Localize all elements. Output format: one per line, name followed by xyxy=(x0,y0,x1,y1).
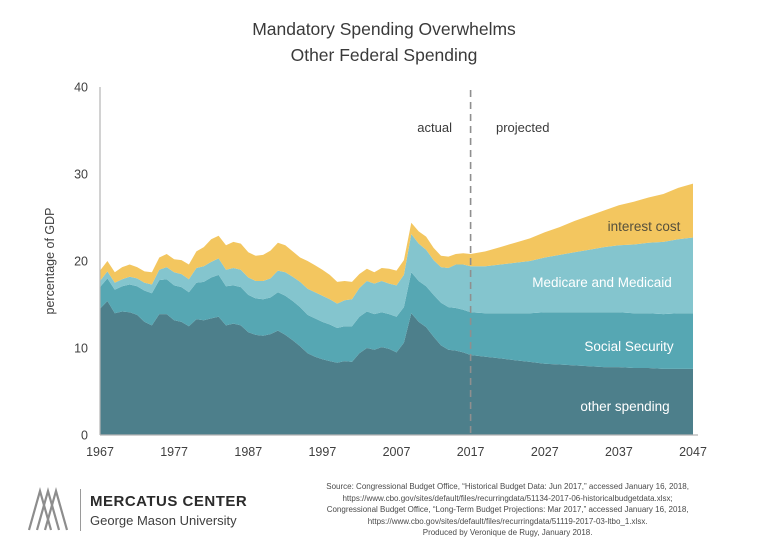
projected-label: projected xyxy=(496,120,549,135)
area-other xyxy=(100,301,693,435)
x-tick-label: 1977 xyxy=(160,445,188,459)
area-interest xyxy=(100,183,693,304)
x-tick-label: 2037 xyxy=(605,445,633,459)
mercatus-logo: MERCATUS CENTER George Mason University xyxy=(26,486,247,534)
source-credit: Produced by Veronique de Rugy, January 2… xyxy=(422,528,593,538)
y-tick-label: 30 xyxy=(74,168,88,182)
logo-divider xyxy=(80,489,81,531)
stacked-areas xyxy=(100,183,693,435)
social-security-series-label: Social Security xyxy=(584,339,674,354)
logo-university-name: George Mason University xyxy=(90,512,237,528)
area-social_security xyxy=(100,272,693,369)
actual-label: actual xyxy=(417,120,452,135)
source-link: https://www.cbo.gov/sites/default/files/… xyxy=(342,493,673,503)
x-tick-labels: 1967 1977 1987 1997 2007 2017 2027 2037 2047 xyxy=(86,445,707,459)
source-attribution: Source: Congressional Budget Office, “Hi… xyxy=(247,481,738,539)
x-tick-label: 2027 xyxy=(531,445,559,459)
source-line: Source: Congressional Budget Office, “Hi… xyxy=(326,482,689,492)
chart-title-line2: Other Federal Spending xyxy=(290,45,478,65)
y-tick-label: 10 xyxy=(74,342,88,356)
x-tick-label: 2047 xyxy=(679,445,707,459)
stacked-area-chart: 0 10 20 30 40 1967 1977 1987 1997 2007 2017 2027 20… xyxy=(43,81,707,460)
source-line: Congressional Budget Office, “Long-Term … xyxy=(326,505,689,515)
interest-cost-series-label: interest cost xyxy=(608,219,681,234)
y-axis-title: percentage of GDP xyxy=(43,207,57,314)
area-medicare xyxy=(100,234,693,328)
x-tick-label: 1967 xyxy=(86,445,114,459)
medicare-medicaid-series-label: Medicare and Medicaid xyxy=(532,275,672,290)
x-tick-label: 2017 xyxy=(457,445,485,459)
y-tick-labels: 0 10 20 30 40 xyxy=(74,81,88,443)
x-tick-label: 2007 xyxy=(383,445,411,459)
y-tick-label: 0 xyxy=(81,429,88,443)
x-tick-label: 1987 xyxy=(234,445,262,459)
footer: MERCATUS CENTER George Mason University … xyxy=(0,472,768,548)
logo-text: MERCATUS CENTER George Mason University xyxy=(90,493,247,528)
chart-title: Mandatory Spending Overwhelms Other Fede… xyxy=(0,16,768,68)
logo-org-name: MERCATUS CENTER xyxy=(90,492,248,510)
y-tick-label: 40 xyxy=(74,81,88,95)
source-link: https://www.cbo.gov/sites/default/files/… xyxy=(367,516,648,526)
chart-title-line1: Mandatory Spending Overwhelms xyxy=(252,19,516,39)
y-tick-label: 20 xyxy=(74,255,88,269)
other-spending-series-label: other spending xyxy=(580,399,669,414)
mercatus-mountain-icon xyxy=(27,486,69,531)
x-tick-label: 1997 xyxy=(308,445,336,459)
